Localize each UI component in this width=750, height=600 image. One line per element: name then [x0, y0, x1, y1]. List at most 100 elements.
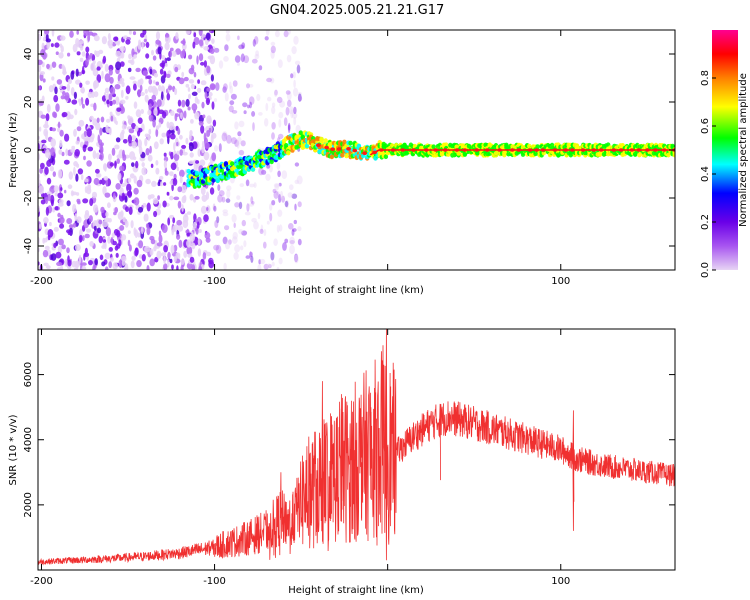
noise-blob [237, 35, 240, 41]
noise-blob [133, 83, 137, 91]
noise-blob [75, 68, 79, 77]
noise-blob [246, 83, 250, 89]
noise-blob [85, 228, 92, 233]
noise-blob [173, 142, 176, 151]
noise-blob [205, 32, 211, 41]
noise-blob [241, 219, 246, 227]
noise-blob [261, 169, 267, 175]
noise-blob [119, 61, 125, 67]
ridge-peak-dot [454, 148, 460, 152]
noise-blob [110, 236, 114, 245]
noise-blob [253, 221, 259, 230]
noise-blob [271, 261, 275, 267]
noise-blob [214, 47, 220, 53]
noise-blob [131, 255, 136, 261]
noise-blob [39, 71, 45, 76]
noise-blob [211, 152, 217, 162]
noise-blob [143, 38, 147, 43]
noise-blob [147, 194, 152, 200]
noise-blob [125, 39, 131, 45]
noise-blob [75, 79, 81, 85]
noise-blob [140, 92, 145, 96]
noise-blob [100, 206, 105, 214]
noise-blob [70, 70, 75, 80]
noise-blob [202, 114, 206, 119]
noise-blob [265, 173, 271, 181]
noise-blob [110, 115, 114, 122]
noise-blob [225, 198, 231, 203]
snr-series-line [38, 329, 675, 566]
noise-blob [277, 170, 281, 178]
noise-blob [278, 133, 284, 140]
noise-blob [85, 97, 90, 106]
noise-blob [189, 152, 194, 158]
noise-blob [80, 87, 85, 94]
noise-blob [113, 229, 119, 236]
noise-blob [128, 206, 133, 215]
noise-blob [116, 107, 122, 112]
noise-blob [149, 235, 155, 241]
noise-blob [169, 258, 173, 264]
noise-blob [127, 239, 131, 247]
noise-blob [223, 56, 229, 62]
noise-blob [108, 247, 114, 252]
noise-blob [147, 85, 154, 93]
noise-blob [62, 66, 66, 73]
noise-blob [204, 142, 210, 149]
noise-blob [201, 145, 205, 154]
noise-blob [79, 234, 83, 243]
noise-blob [225, 241, 231, 250]
noise-blob [133, 54, 138, 59]
noise-blob [212, 119, 217, 127]
noise-blob [248, 96, 255, 105]
ridge-peak-dot [390, 148, 396, 152]
noise-blob [278, 111, 284, 119]
noise-blob [203, 151, 210, 161]
noise-blob [161, 224, 168, 234]
noise-blob [119, 99, 126, 105]
ridge-blob [454, 144, 459, 150]
ridge-blob [298, 130, 303, 136]
noise-blob [118, 259, 123, 268]
noise-blob [158, 230, 162, 236]
noise-blob [287, 30, 291, 35]
noise-blob [115, 96, 120, 105]
noise-blob [233, 222, 236, 228]
noise-blob [245, 179, 250, 187]
noise-blob [291, 229, 295, 236]
noise-blob [86, 160, 92, 167]
noise-blob [44, 30, 50, 35]
ridge-blob [535, 144, 540, 150]
noise-blob [56, 261, 63, 267]
noise-blob [67, 52, 71, 57]
noise-blob [107, 236, 111, 244]
ridge-peak-dot [580, 148, 586, 152]
noise-blob [240, 245, 244, 251]
noise-blob [226, 189, 231, 199]
noise-blob [38, 152, 41, 161]
noise-blob [46, 191, 52, 196]
noise-blob [38, 178, 41, 187]
noise-blob [38, 205, 41, 213]
noise-blob [84, 233, 90, 239]
noise-blob [200, 186, 206, 196]
noise-blob [68, 224, 74, 229]
noise-blob [137, 117, 143, 124]
noise-blob [48, 152, 51, 160]
noise-blob [38, 59, 43, 65]
ridge-blob [342, 139, 347, 145]
noise-blob [62, 91, 66, 96]
noise-blob [122, 154, 127, 161]
noise-blob [115, 252, 119, 258]
noise-blob [243, 240, 247, 248]
ridge-blob [219, 168, 224, 173]
noise-blob [173, 196, 180, 201]
noise-blob [173, 153, 180, 161]
noise-blob [182, 151, 188, 156]
noise-blob [75, 244, 81, 251]
noise-blob [169, 214, 175, 219]
noise-blob [87, 91, 93, 99]
noise-blob [80, 174, 84, 181]
noise-blob [163, 152, 167, 157]
noise-blob [172, 217, 176, 224]
